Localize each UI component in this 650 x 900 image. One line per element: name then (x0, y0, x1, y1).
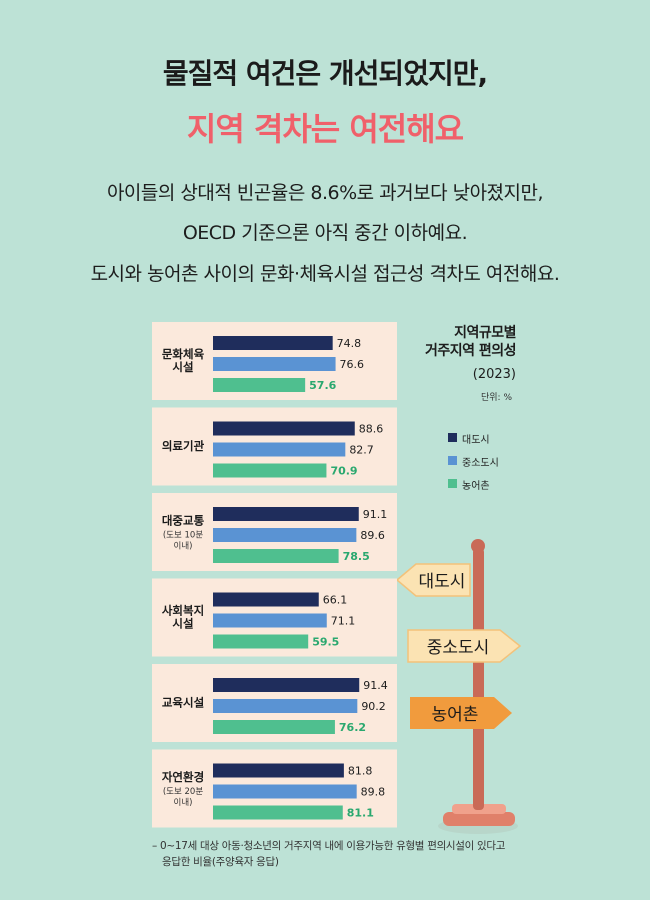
legend-swatch-large-city (448, 433, 457, 442)
legend-label-large-city: 대도시 (462, 435, 490, 446)
signpost-pole-cap (471, 539, 485, 553)
signpost-illustration: 대도시 중소도시 농어촌 (395, 539, 522, 834)
data-label: 91.4 (363, 679, 388, 692)
data-label: 89.8 (361, 786, 386, 799)
data-label: 76.6 (340, 358, 365, 371)
category-label: 자연환경 (162, 770, 204, 784)
bar (213, 507, 359, 521)
bar (213, 463, 327, 478)
legend-label-mid-city: 중소도시 (462, 458, 499, 469)
data-label: 74.8 (337, 337, 362, 350)
chart-title: 지역규모별 거주지역 편의성 (396, 324, 517, 360)
headline-line1: 물질적 여건은 개선되었지만, (162, 57, 488, 90)
data-label: 81.1 (347, 807, 374, 820)
sign-label-rural: 농어촌 (432, 705, 479, 725)
bar (213, 549, 339, 563)
category-sublabel: 이내) (174, 797, 193, 808)
chart-title-line1: 지역규모별 (454, 325, 516, 341)
data-label: 81.8 (348, 765, 373, 778)
bar (213, 528, 357, 542)
data-label: 59.5 (312, 636, 339, 649)
data-label: 66.1 (323, 594, 348, 607)
bar (213, 613, 327, 628)
category-label: 교육시설 (162, 696, 204, 710)
data-label: 89.6 (360, 529, 385, 542)
bar (213, 699, 358, 713)
description-line-1: 아이들의 상대적 빈곤율은 8.6%로 과거보다 낮아졌지만, (106, 182, 544, 204)
footnote-line2: 응답한 비율(주양육자 응답) (162, 856, 279, 868)
category-sublabel: 이내) (174, 541, 193, 552)
description-line-2: OECD 기준으론 아직 중간 이하예요. (182, 222, 468, 244)
category-label: 시설 (172, 617, 193, 631)
bar (213, 720, 335, 734)
bar (213, 592, 319, 607)
category-label: 시설 (172, 360, 193, 374)
data-label: 70.9 (330, 465, 357, 478)
data-label: 82.7 (349, 444, 374, 457)
legend-swatch-mid-city (448, 456, 457, 465)
category-label: 사회복지 (162, 604, 204, 618)
category-label: 대중교통 (162, 514, 205, 528)
bar (213, 357, 336, 371)
footnote-line1: – 0~17세 대상 아동·청소년의 거주지역 내에 이용가능한 유형별 편의시… (152, 840, 506, 852)
description-line-3: 도시와 농어촌 사이의 문화·체육시설 접근성 격차도 여전해요. (90, 263, 560, 285)
data-label: 78.5 (343, 550, 370, 563)
bars-layer: 문화체육시설74.876.657.6의료기관88.682.770.9대중교통(도… (152, 322, 397, 828)
data-label: 57.6 (309, 379, 336, 392)
signpost-base (443, 812, 515, 826)
sign-left-arrow (395, 563, 471, 597)
bar (213, 784, 357, 799)
category-sublabel: (도보 20분 (163, 787, 203, 797)
bar (213, 763, 344, 778)
chart-year: (2023) (472, 367, 516, 382)
legend-swatch-rural (448, 479, 457, 488)
bar (213, 336, 333, 350)
chart-unit: 단위: % (480, 393, 512, 403)
data-label: 91.1 (363, 508, 388, 521)
sign-right-arrow (407, 629, 522, 663)
category-label: 문화체육 (162, 347, 205, 361)
sign-label-mid-city: 중소도시 (427, 638, 490, 658)
data-label: 76.2 (339, 721, 366, 734)
category-sublabel: (도보 10분 (163, 531, 203, 541)
signpost-pole (473, 548, 484, 810)
sign-label-large-city: 대도시 (419, 572, 466, 592)
bar (213, 634, 309, 649)
data-label: 90.2 (361, 700, 386, 713)
data-label: 88.6 (359, 423, 384, 436)
bar (213, 421, 355, 436)
data-label: 71.1 (331, 615, 356, 628)
footnote: – 0~17세 대상 아동·청소년의 거주지역 내에 이용가능한 유형별 편의시… (152, 838, 622, 870)
chart-title-line2: 거주지역 편의성 (424, 343, 517, 359)
bar (213, 442, 346, 457)
bar (213, 678, 360, 692)
category-label: 의료기관 (162, 439, 205, 453)
bar (213, 805, 343, 820)
sign-rural-arrow (410, 697, 512, 729)
bar (213, 378, 306, 392)
legend-label-rural: 농어촌 (462, 481, 490, 492)
headline-line2: 지역 격차는 여전해요 (186, 110, 464, 148)
